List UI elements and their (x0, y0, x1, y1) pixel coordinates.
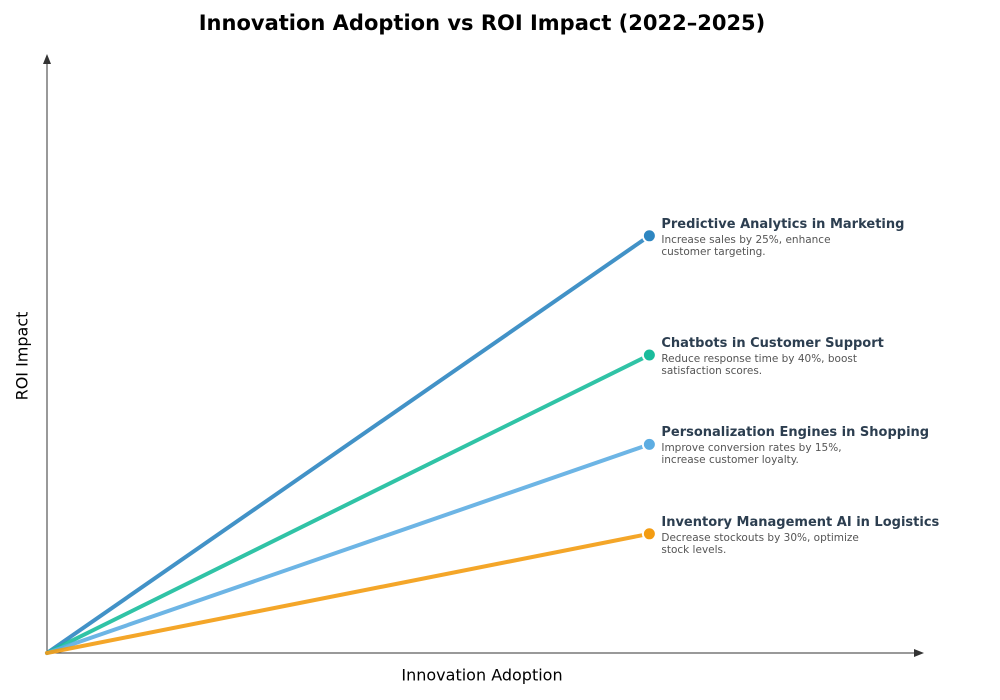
x-axis-arrow (914, 649, 924, 657)
series-line (45, 442, 652, 655)
annotation-title: Inventory Management AI in Logistics (661, 514, 940, 530)
series-line (45, 531, 652, 655)
series-line (45, 353, 652, 655)
end-point (641, 228, 657, 244)
annotation: Chatbots in Customer Support Reduce respo… (661, 336, 981, 377)
annotation-text: Decrease stockouts by 30%, optimize stoc… (661, 531, 859, 556)
annotation: Inventory Management AI in Logistics Decr… (661, 515, 981, 556)
y-axis-label: ROI Impact (13, 312, 32, 401)
annotation-title: Predictive Analytics in Marketing (661, 216, 905, 232)
y-axis-arrow (43, 54, 51, 64)
x-axis-label: Innovation Adoption (401, 666, 562, 685)
chart-title: Innovation Adoption vs ROI Impact (2022–… (199, 11, 766, 35)
series-line (45, 233, 652, 655)
annotation: Personalization Engines in Shopping Impro… (661, 425, 981, 466)
annotation-title: Chatbots in Customer Support (661, 336, 884, 351)
annotation-text: Improve conversion rates by 15%, increas… (661, 442, 842, 467)
end-point (641, 347, 657, 363)
annotation-text: Increase sales by 25%, enhance customer … (661, 233, 831, 258)
annotation: Predictive Analytics in Marketing Increas… (661, 217, 981, 258)
end-point (641, 526, 657, 542)
end-point (641, 436, 657, 452)
annotation-title: Personalization Engines in Shopping (661, 425, 930, 441)
annotation-text: Reduce response time by 40%, boost satis… (661, 353, 857, 377)
